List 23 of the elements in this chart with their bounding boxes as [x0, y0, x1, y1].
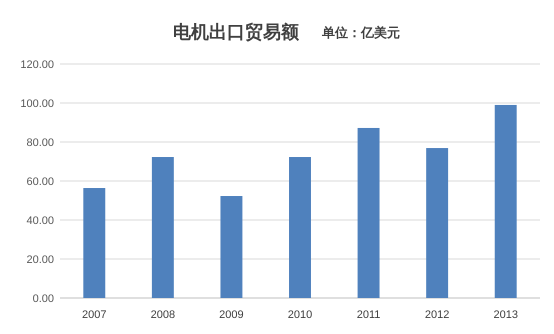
x-tick-label: 2008	[150, 309, 176, 321]
y-tick-label: 100.00	[20, 98, 54, 110]
bar	[289, 157, 311, 298]
y-tick-label: 0.00	[32, 293, 54, 305]
bar	[220, 196, 242, 298]
chart-subtitle: 单位：亿美元	[321, 25, 400, 40]
x-tick-label: 2012	[424, 309, 450, 321]
chart-title: 电机出口贸易额	[173, 22, 300, 42]
x-tick-label: 2007	[82, 309, 107, 321]
y-tick-label: 80.00	[26, 137, 54, 149]
y-tick-label: 120.00	[20, 59, 54, 71]
x-tick-label: 2009	[219, 309, 244, 321]
x-tick-label: 2013	[493, 309, 518, 321]
bar	[358, 128, 380, 298]
y-tick-label: 60.00	[26, 176, 54, 188]
bar	[152, 157, 174, 298]
bar	[83, 188, 106, 298]
x-tick-label: 2010	[288, 309, 312, 321]
bar	[494, 104, 517, 298]
bar	[426, 148, 448, 298]
y-tick-label: 20.00	[26, 254, 54, 266]
y-tick-label: 40.00	[26, 215, 54, 227]
x-tick-label: 2011	[356, 309, 380, 321]
